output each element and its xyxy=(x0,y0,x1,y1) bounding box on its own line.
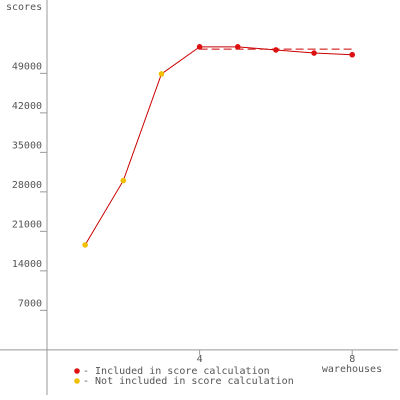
y-tick-label: 42000 xyxy=(12,101,42,112)
y-tick-label: 14000 xyxy=(12,259,42,270)
y-tick-label: 21000 xyxy=(12,219,42,230)
data-line xyxy=(84,46,353,246)
x-tick-label: 4 xyxy=(197,354,203,365)
data-point xyxy=(120,177,127,184)
y-tick-label: 35000 xyxy=(12,140,42,151)
y-axis-label: scores xyxy=(6,2,42,13)
data-point xyxy=(158,71,165,77)
y-tick-label: 49000 xyxy=(12,61,42,72)
data-point xyxy=(234,44,241,50)
data-point xyxy=(82,242,88,248)
legend-label: - Included in score calculation xyxy=(83,366,270,377)
data-point xyxy=(273,47,279,53)
data-point xyxy=(311,50,317,56)
y-tick-label: 28000 xyxy=(12,180,42,191)
data-point xyxy=(349,51,356,58)
x-axis-label: warehouses xyxy=(322,364,382,375)
data-point xyxy=(196,44,203,50)
legend-label: - Not included in score calculation xyxy=(83,376,294,387)
x-tick-label: 8 xyxy=(349,354,355,365)
legend-marker xyxy=(74,378,80,384)
legend-marker xyxy=(74,368,80,374)
y-tick-label: 7000 xyxy=(18,298,42,309)
